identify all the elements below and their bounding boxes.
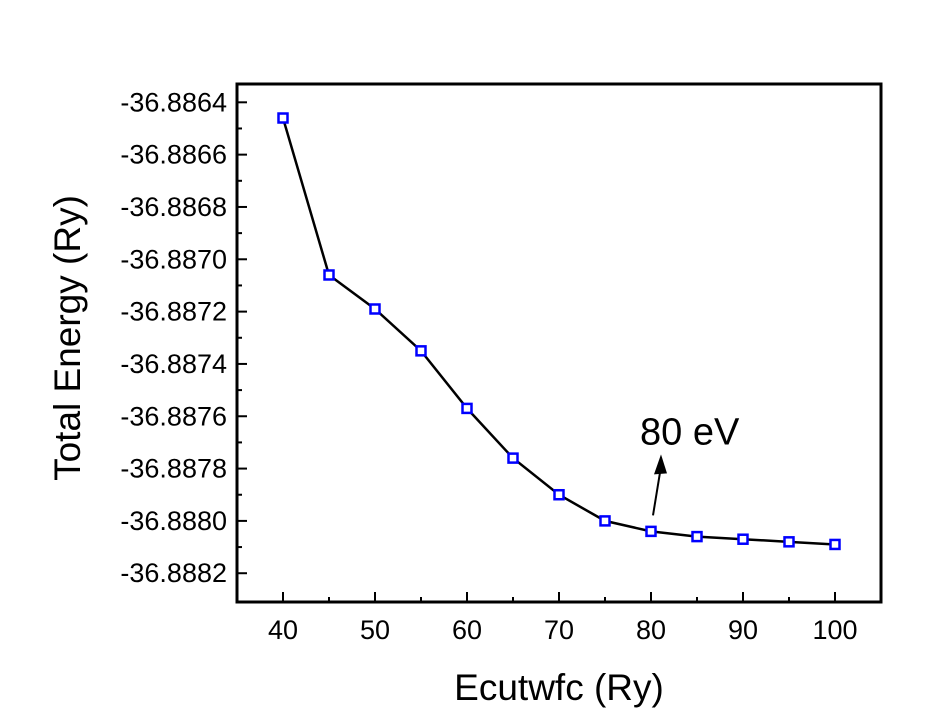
x-tick-label: 60 bbox=[452, 615, 482, 645]
x-tick-label: 70 bbox=[544, 615, 574, 645]
annotation-arrowhead bbox=[654, 454, 667, 475]
data-point bbox=[461, 402, 473, 415]
annotation-label: 80 eV bbox=[640, 411, 740, 453]
data-point bbox=[277, 112, 289, 124]
y-tick-label: -36.8870 bbox=[120, 244, 227, 274]
x-axis: 40 50 60 70 80 90 100 bbox=[236, 592, 882, 645]
data-point bbox=[323, 269, 335, 281]
x-tick-label: 50 bbox=[360, 615, 390, 645]
y-tick-label: -36.8864 bbox=[120, 87, 227, 117]
annotation-arrow bbox=[652, 466, 662, 516]
data-point bbox=[553, 488, 565, 501]
data-points bbox=[277, 112, 841, 551]
y-tick-label: -36.8868 bbox=[120, 192, 227, 222]
series-line bbox=[281, 117, 836, 546]
data-point bbox=[369, 303, 381, 315]
y-tick-label: -36.8880 bbox=[120, 506, 227, 536]
y-tick-label: -36.8866 bbox=[120, 140, 227, 170]
data-point bbox=[645, 525, 657, 538]
x-tick-label: 80 bbox=[636, 615, 666, 645]
data-point bbox=[415, 345, 427, 357]
x-tick-label: 90 bbox=[728, 615, 758, 645]
y-axis-title: Total Energy (Ry) bbox=[47, 195, 88, 481]
y-axis: -36.8864 -36.8866 -36.8868 -36.8870 -36.8872… bbox=[120, 87, 247, 588]
y-tick-label: -36.8882 bbox=[120, 558, 227, 588]
x-axis-title: Ecutwfc (Ry) bbox=[454, 667, 664, 708]
annotation-group: 80 eV bbox=[640, 411, 740, 516]
data-point bbox=[829, 538, 841, 551]
data-point bbox=[599, 515, 611, 527]
y-tick-label: -36.8872 bbox=[120, 297, 227, 327]
data-point bbox=[691, 530, 703, 543]
x-tick-label: 100 bbox=[812, 615, 857, 645]
y-tick-label: -36.8876 bbox=[120, 401, 227, 431]
y-tick-label: -36.8878 bbox=[120, 454, 227, 484]
data-point bbox=[783, 536, 795, 548]
data-point bbox=[737, 533, 749, 545]
x-tick-label: 40 bbox=[268, 615, 298, 645]
plot-frame bbox=[235, 82, 883, 604]
data-point bbox=[507, 452, 519, 464]
y-tick-label: -36.8874 bbox=[120, 349, 227, 379]
